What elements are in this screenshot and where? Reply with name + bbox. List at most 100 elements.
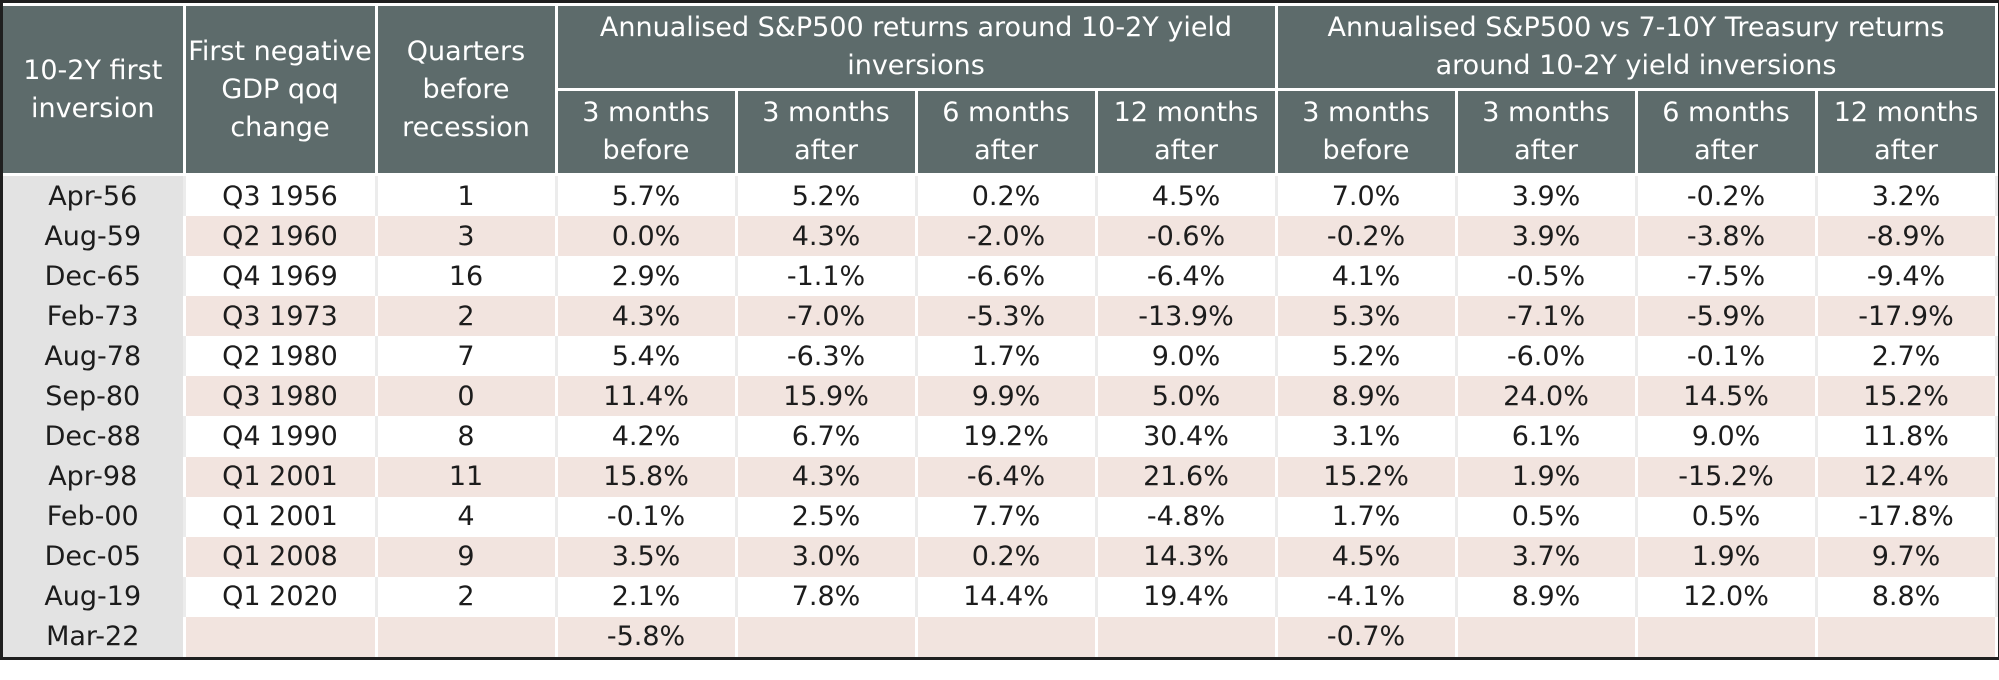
cell-return-value [734, 616, 918, 657]
cell-return-value: 3.2% [1814, 174, 1998, 217]
cell-return-value: 4.3% [734, 456, 918, 497]
cell-return-value: -6.4% [1094, 256, 1278, 297]
cell-return-value: -0.2% [1274, 216, 1458, 257]
cell-return-value [914, 616, 1098, 657]
cell-return-value: 11.4% [554, 376, 738, 417]
cell-return-value: 8.9% [1454, 576, 1638, 617]
table-row: Dec-65 Q4 1969 16 2.9% -1.1% -6.6% -6.4% 4.1% -0… [3, 256, 1998, 297]
cell-return-value: -6.6% [914, 256, 1098, 297]
cell-quarters-before: 16 [374, 256, 558, 297]
cell-return-value: 3.5% [554, 536, 738, 577]
header-period: 3 months before [1274, 88, 1458, 176]
cell-return-value: -17.8% [1814, 496, 1998, 537]
cell-return-value: 14.5% [1634, 376, 1818, 417]
cell-inversion-date: Dec-05 [3, 536, 186, 577]
cell-return-value: 8.9% [1274, 376, 1458, 417]
header-quarters-before-recession: Quarters before recession [374, 3, 558, 176]
cell-return-value: -1.1% [734, 256, 918, 297]
cell-quarters-before: 1 [374, 174, 558, 217]
cell-return-value: -0.1% [554, 496, 738, 537]
cell-gdp-quarter: Q1 2001 [182, 456, 378, 497]
cell-return-value: 1.9% [1454, 456, 1638, 497]
cell-return-value: 19.2% [914, 416, 1098, 457]
cell-return-value: -7.1% [1454, 296, 1638, 337]
cell-return-value: -0.6% [1094, 216, 1278, 257]
cell-inversion-date: Feb-00 [3, 496, 186, 537]
cell-return-value: 5.4% [554, 336, 738, 377]
cell-return-value: 2.9% [554, 256, 738, 297]
cell-return-value: -7.5% [1634, 256, 1818, 297]
cell-inversion-date: Aug-78 [3, 336, 186, 377]
cell-quarters-before: 11 [374, 456, 558, 497]
cell-return-value: 4.3% [554, 296, 738, 337]
cell-return-value: 2.7% [1814, 336, 1998, 377]
cell-quarters-before: 2 [374, 296, 558, 337]
cell-return-value: -4.1% [1274, 576, 1458, 617]
cell-return-value: 5.7% [554, 174, 738, 217]
cell-return-value: 3.7% [1454, 536, 1638, 577]
cell-gdp-quarter: Q4 1969 [182, 256, 378, 297]
cell-return-value: 0.2% [914, 174, 1098, 217]
cell-return-value: -15.2% [1634, 456, 1818, 497]
cell-return-value: 7.7% [914, 496, 1098, 537]
header-group-sp500-returns: Annualised S&P500 returns around 10-2Y y… [554, 3, 1278, 91]
cell-return-value [1814, 616, 1998, 657]
cell-return-value: -4.8% [1094, 496, 1278, 537]
cell-quarters-before: 9 [374, 536, 558, 577]
table-header: 10-2Y first inversion First negative GDP… [3, 3, 1998, 176]
cell-gdp-quarter: Q1 2001 [182, 496, 378, 537]
table-row: Feb-73 Q3 1973 2 4.3% -7.0% -5.3% -13.9% 5.3% -7… [3, 296, 1998, 337]
cell-return-value: -2.0% [914, 216, 1098, 257]
cell-quarters-before: 7 [374, 336, 558, 377]
cell-return-value: 1.7% [1274, 496, 1458, 537]
cell-return-value: 7.8% [734, 576, 918, 617]
cell-return-value: -0.2% [1634, 174, 1818, 217]
cell-return-value: 3.1% [1274, 416, 1458, 457]
cell-return-value: 9.9% [914, 376, 1098, 417]
cell-gdp-quarter: Q3 1973 [182, 296, 378, 337]
cell-return-value: 6.7% [734, 416, 918, 457]
cell-return-value: -5.9% [1634, 296, 1818, 337]
cell-return-value: 7.0% [1274, 174, 1458, 217]
cell-return-value: -17.9% [1814, 296, 1998, 337]
table-row: Aug-78 Q2 1980 7 5.4% -6.3% 1.7% 9.0% 5.2% -6.0%… [3, 336, 1998, 377]
table-row: Apr-98 Q1 2001 11 15.8% 4.3% -6.4% 21.6% 15.2% 1… [3, 456, 1998, 497]
table-row: Apr-56 Q3 1956 1 5.7% 5.2% 0.2% 4.5% 7.0% 3.9% -0… [3, 174, 1998, 217]
cell-return-value: 1.7% [914, 336, 1098, 377]
cell-quarters-before [374, 616, 558, 657]
cell-return-value: 5.2% [1274, 336, 1458, 377]
cell-return-value: 9.7% [1814, 536, 1998, 577]
cell-gdp-quarter: Q3 1956 [182, 174, 378, 217]
header-period: 6 months after [914, 88, 1098, 176]
cell-return-value: 9.0% [1094, 336, 1278, 377]
cell-return-value: 0.0% [554, 216, 738, 257]
cell-return-value: 0.5% [1454, 496, 1638, 537]
cell-return-value: 12.4% [1814, 456, 1998, 497]
cell-return-value: 5.3% [1274, 296, 1458, 337]
cell-quarters-before: 8 [374, 416, 558, 457]
cell-quarters-before: 4 [374, 496, 558, 537]
cell-return-value: 14.3% [1094, 536, 1278, 577]
table-row: Aug-19 Q1 2020 2 2.1% 7.8% 14.4% 19.4% -4.1% 8.9… [3, 576, 1998, 617]
cell-return-value: -7.0% [734, 296, 918, 337]
cell-return-value: 8.8% [1814, 576, 1998, 617]
cell-return-value: 21.6% [1094, 456, 1278, 497]
cell-return-value: 15.9% [734, 376, 918, 417]
cell-return-value: 4.5% [1274, 536, 1458, 577]
cell-return-value [1454, 616, 1638, 657]
header-period: 3 months before [554, 88, 738, 176]
cell-gdp-quarter: Q4 1990 [182, 416, 378, 457]
cell-return-value: -6.4% [914, 456, 1098, 497]
table-row: Feb-00 Q1 2001 4 -0.1% 2.5% 7.7% -4.8% 1.7% 0.5%… [3, 496, 1998, 537]
cell-return-value: 6.1% [1454, 416, 1638, 457]
cell-inversion-date: Mar-22 [3, 616, 186, 657]
cell-inversion-date: Sep-80 [3, 376, 186, 417]
cell-return-value [1094, 616, 1278, 657]
cell-gdp-quarter: Q1 2008 [182, 536, 378, 577]
cell-inversion-date: Aug-19 [3, 576, 186, 617]
cell-return-value: 2.1% [554, 576, 738, 617]
cell-return-value: 1.9% [1634, 536, 1818, 577]
table-row: Sep-80 Q3 1980 0 11.4% 15.9% 9.9% 5.0% 8.9% 24.0… [3, 376, 1998, 417]
table-row: Mar-22 -5.8% -0.7% [3, 616, 1998, 657]
cell-return-value: -6.3% [734, 336, 918, 377]
